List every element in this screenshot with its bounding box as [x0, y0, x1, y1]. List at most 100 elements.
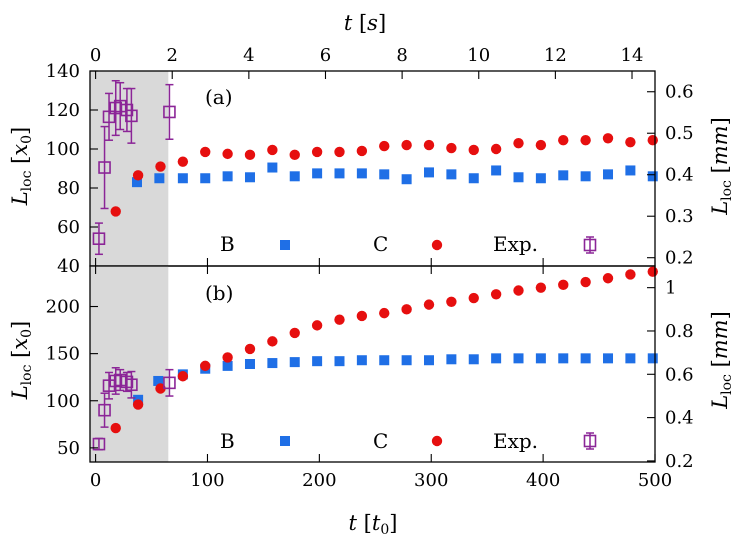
data-point-c: [334, 146, 345, 158]
data-point-b: [580, 353, 591, 364]
data-point-c: [155, 161, 166, 172]
data-point-b: [267, 358, 278, 369]
data-point-c: [222, 148, 233, 160]
data-point-exp: [98, 161, 111, 174]
data-point-b: [356, 355, 367, 366]
bottom-axis-title: t [t0]: [349, 511, 398, 538]
data-point-c: [446, 296, 457, 308]
data-point-exp: [92, 232, 106, 245]
legend-label-exp: Exp.: [493, 232, 538, 256]
right-y-ticks-b: 0.2 0.4 0.6 0.8 1: [647, 278, 694, 472]
right-y-tick-label: 0.4: [665, 408, 694, 429]
data-point-exp: [92, 437, 106, 451]
data-point-exp: [120, 375, 134, 389]
data-point-b: [379, 169, 390, 180]
data-point-c: [490, 289, 502, 300]
axes-frame-b: [89, 265, 656, 463]
data-point-c: [356, 145, 368, 157]
data-point-b: [491, 353, 502, 364]
data-point-c: [558, 279, 569, 291]
data-point-c: [602, 133, 614, 144]
left-y-tick-label: 200: [46, 297, 80, 318]
left-y-tick-label: 80: [57, 178, 80, 199]
legend-marker-b: [280, 436, 290, 446]
data-point-b: [647, 353, 658, 364]
legend-marker-c: [431, 435, 443, 447]
data-point-c: [423, 299, 435, 310]
legend-label-exp: Exp.: [493, 429, 538, 453]
data-point-b: [379, 355, 390, 366]
data-point-c: [289, 149, 300, 161]
data-point-c: [401, 139, 412, 151]
data-point-b: [289, 171, 300, 182]
data-point-b: [535, 353, 546, 364]
data-point-c: [490, 143, 502, 155]
data-point-c: [558, 135, 569, 146]
legend-label-c: C: [373, 429, 388, 453]
legend-b: B C Exp.: [220, 429, 538, 453]
data-point-c: [110, 206, 121, 217]
data-point-b: [244, 172, 255, 183]
data-point-c: [132, 170, 144, 181]
data-point-c: [379, 140, 390, 152]
legend-marker-exp: [583, 434, 597, 448]
data-point-c: [177, 371, 189, 382]
top-x-tick-label: 4: [243, 45, 254, 66]
left-y-ticks-b: 50 100 150 200: [46, 297, 98, 459]
data-point-c: [535, 139, 547, 151]
data-point-c: [446, 142, 457, 154]
data-point-c: [468, 144, 479, 156]
data-point-c: [222, 352, 233, 363]
data-point-b: [424, 355, 434, 366]
y-right-title-a: Lloc [mm]: [708, 117, 735, 216]
data-point-exp: [163, 105, 176, 119]
data-point-exp: [98, 403, 111, 417]
data-point-c: [334, 314, 345, 325]
left-y-tick-label: 100: [46, 391, 80, 412]
data-point-exp: [163, 376, 176, 390]
right-y-tick-label: 0.4: [665, 165, 694, 186]
data-point-c: [132, 399, 144, 410]
data-point-exp: [102, 110, 116, 124]
data-point-b: [535, 173, 546, 184]
right-y-ticks-a: 0.2 0.3 0.4 0.5 0.6: [647, 82, 694, 269]
panel-label-a: (a): [205, 85, 233, 109]
right-y-tick-label: 0.5: [665, 123, 694, 144]
data-point-c: [289, 327, 300, 339]
data-point-b: [312, 168, 323, 179]
data-point-b: [356, 168, 367, 179]
data-point-b: [468, 173, 479, 184]
panel-a: 40 60 80 100 120 140 0.2 0.3 0.4 0.5 0.6 (a) B C …: [46, 61, 694, 277]
top-x-tick-label: 0: [90, 45, 101, 66]
data-point-b: [200, 173, 211, 184]
legend-label-b: B: [220, 429, 235, 453]
data-point-c: [110, 422, 121, 434]
data-point-b: [177, 173, 188, 184]
panel-label-b: (b): [205, 281, 233, 305]
data-point-b: [446, 354, 457, 365]
data-point-b: [603, 353, 614, 364]
legend-label-c: C: [373, 232, 388, 256]
y-right-title-b: Lloc [mm]: [708, 311, 735, 410]
data-point-b: [289, 357, 300, 368]
data-point-b: [222, 171, 233, 182]
data-point-c: [647, 135, 658, 146]
bottom-x-tick-label: 0: [90, 470, 101, 491]
data-point-b: [154, 173, 165, 184]
top-x-tick-label: 6: [320, 45, 331, 66]
data-point-b: [401, 355, 412, 366]
legend-label-b: B: [220, 232, 235, 256]
bottom-x-axis: 0 100 200 300 400 500: [90, 258, 672, 491]
right-y-tick-label: 0.2: [665, 451, 694, 472]
data-point-c: [602, 273, 614, 284]
data-point-b: [312, 356, 323, 367]
data-point-b: [491, 165, 502, 176]
data-point-b: [334, 356, 345, 367]
legend-marker-exp: [583, 238, 597, 252]
data-point-b: [267, 162, 278, 173]
left-y-tick-label: 100: [46, 139, 80, 160]
data-point-b: [625, 165, 636, 176]
panel-b: 50 100 150 200 0.2 0.4 0.6 0.8 1 (b) B C Exp.: [46, 265, 694, 472]
left-y-ticks-a: 40 60 80 100 120 140: [46, 61, 98, 277]
